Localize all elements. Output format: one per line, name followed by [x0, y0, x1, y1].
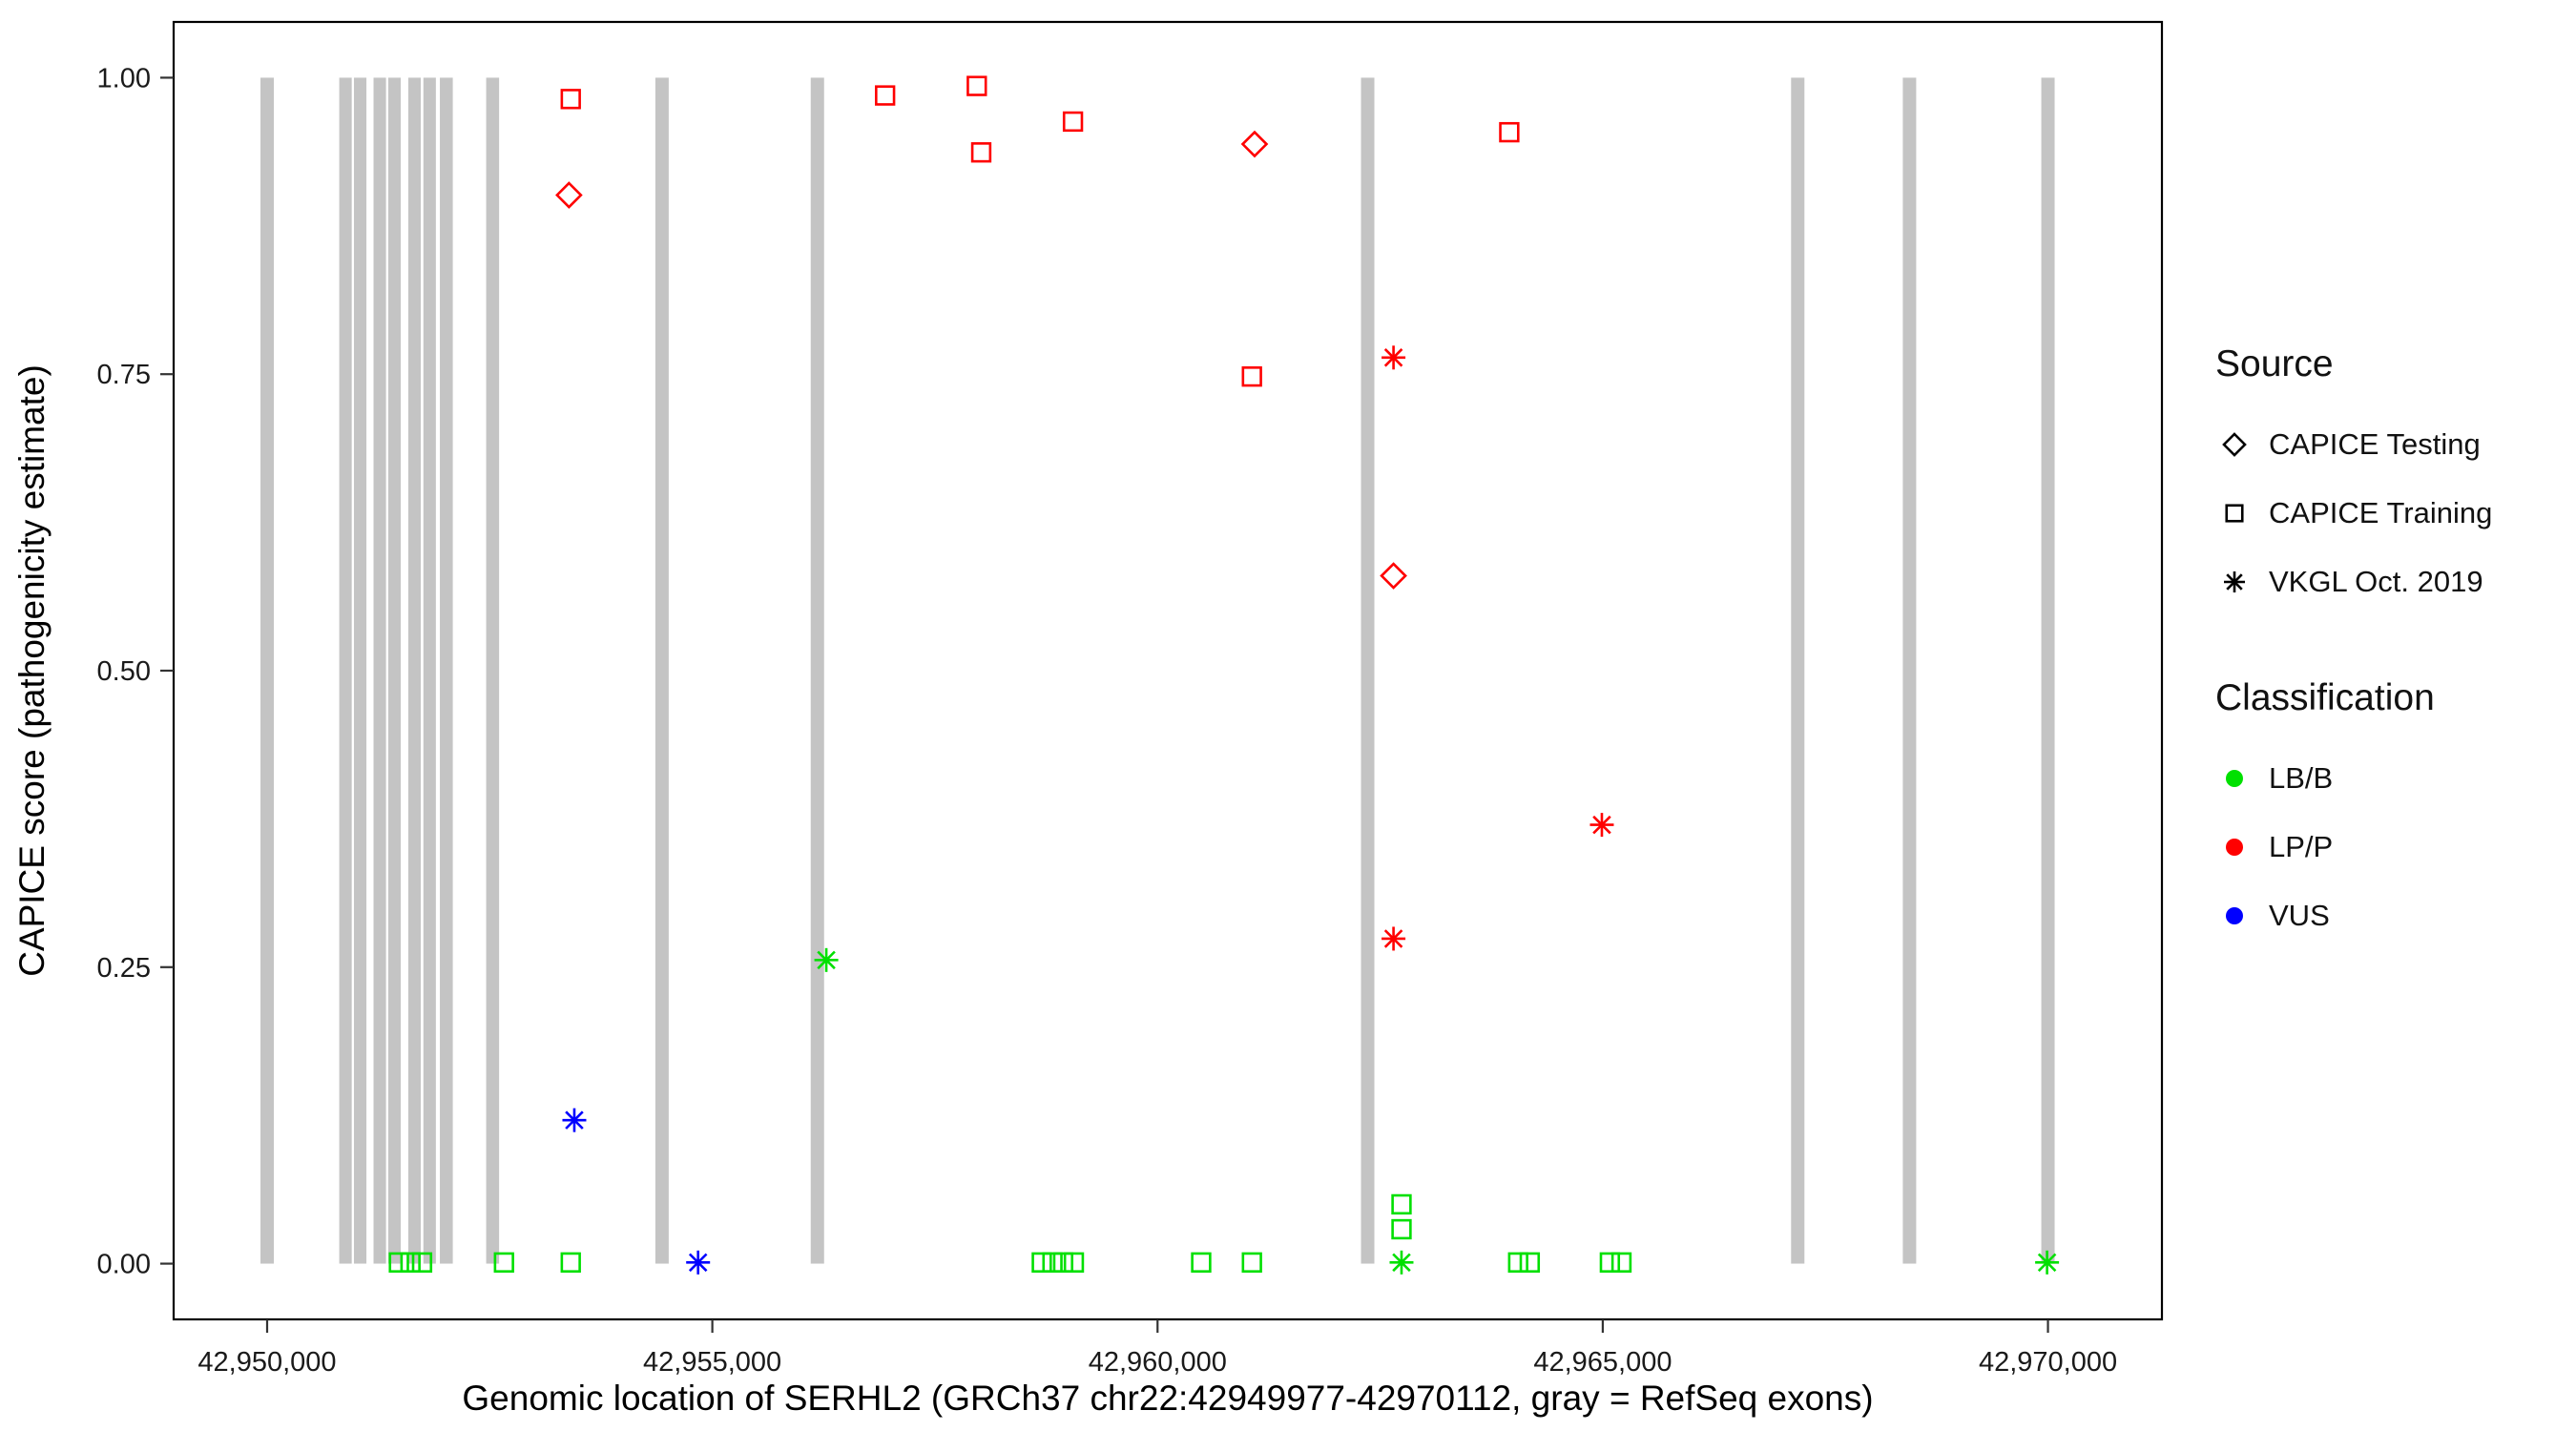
exon-bar — [387, 77, 401, 1264]
y-tick-label: 0.00 — [97, 1250, 151, 1280]
legend-group-classification: Classification LB/B LP/P VUS — [2215, 677, 2568, 950]
data-point — [966, 75, 987, 96]
exon-bar — [353, 77, 367, 1264]
square-marker-icon — [2225, 504, 2244, 523]
legend-item-vus: VUS — [2215, 881, 2568, 950]
x-tick-label: 42,960,000 — [1089, 1347, 1227, 1378]
data-point — [686, 1250, 711, 1275]
exon-bar — [1902, 77, 1917, 1264]
x-tick-label: 42,950,000 — [197, 1347, 336, 1378]
y-tick-label: 0.50 — [97, 656, 151, 687]
data-point — [1031, 1252, 1052, 1274]
data-point — [493, 1252, 514, 1274]
data-point — [1063, 1252, 1085, 1274]
legend-item-capice-training: CAPICE Training — [2215, 479, 2568, 548]
data-point — [1042, 1252, 1063, 1274]
data-point — [1241, 366, 1262, 387]
vus-dot-icon — [2226, 907, 2243, 924]
legend-source-title: Source — [2215, 343, 2334, 384]
exon-bar — [440, 77, 453, 1264]
legend-item-capice-testing: CAPICE Testing — [2215, 410, 2568, 479]
x-tick-label: 42,970,000 — [1979, 1347, 2117, 1378]
data-point — [875, 85, 896, 106]
data-point — [1381, 926, 1406, 951]
exon-bar — [2041, 77, 2055, 1264]
exon-bar — [407, 77, 421, 1264]
exon-bar — [654, 77, 669, 1264]
diamond-marker-icon — [2222, 432, 2247, 457]
legend-item-label: VUS — [2269, 899, 2330, 932]
exon-bar — [423, 77, 436, 1264]
data-point — [388, 1252, 409, 1274]
data-point — [1241, 1252, 1262, 1274]
data-point — [560, 1252, 581, 1274]
data-point — [411, 1252, 433, 1274]
asterisk-marker-icon — [2224, 571, 2245, 592]
data-point — [400, 1252, 421, 1274]
data-point — [1507, 1252, 1528, 1274]
data-point — [555, 181, 583, 209]
data-point — [1391, 1193, 1412, 1215]
data-point — [1191, 1252, 1212, 1274]
exon-bar — [373, 77, 386, 1264]
legend-item-label: VKGL Oct. 2019 — [2269, 565, 2483, 598]
exon-bar — [260, 77, 274, 1264]
x-tick-label: 42,955,000 — [643, 1347, 781, 1378]
data-point — [814, 947, 839, 972]
exon-bar — [810, 77, 824, 1264]
legend-item-label: LP/P — [2269, 830, 2334, 863]
legend-item-label: CAPICE Testing — [2269, 427, 2481, 461]
y-tick-label: 0.25 — [97, 953, 151, 984]
data-point — [1380, 562, 1407, 590]
x-tick-label: 42,965,000 — [1533, 1347, 1672, 1378]
lbb-dot-icon — [2226, 770, 2243, 787]
x-axis-title: Genomic location of SERHL2 (GRCh37 chr22… — [462, 1379, 1873, 1418]
data-point — [562, 1108, 587, 1132]
data-point — [560, 89, 581, 110]
exon-bar — [339, 77, 352, 1264]
data-point — [1052, 1252, 1074, 1274]
data-point — [1381, 345, 1406, 370]
legend-item-lpp: LP/P — [2215, 813, 2568, 881]
legend-item-vkgl: VKGL Oct. 2019 — [2215, 548, 2568, 616]
legend-group-source: Source CAPICE Testing CAPICE Training VK… — [2215, 343, 2568, 616]
exon-bar — [1361, 77, 1375, 1264]
data-point — [1391, 1218, 1412, 1240]
lpp-dot-icon — [2226, 839, 2243, 856]
exon-bar — [486, 77, 500, 1264]
legend: Source CAPICE Testing CAPICE Training VK… — [2215, 343, 2568, 1011]
data-point — [1499, 121, 1520, 143]
data-point — [1389, 1250, 1414, 1275]
data-point — [1610, 1252, 1632, 1274]
data-point — [1240, 130, 1269, 158]
legend-classification-title: Classification — [2215, 677, 2435, 718]
data-point — [1599, 1252, 1621, 1274]
y-axis-title: CAPICE score (pathogenicity estimate) — [12, 364, 52, 977]
legend-item-label: CAPICE Training — [2269, 496, 2493, 529]
data-point — [1589, 813, 1614, 838]
legend-item-label: LB/B — [2269, 761, 2334, 795]
panel-border — [172, 20, 2164, 1321]
legend-item-lbb: LB/B — [2215, 744, 2568, 813]
y-tick-label: 0.75 — [97, 360, 151, 390]
data-point — [1519, 1252, 1541, 1274]
y-tick-label: 1.00 — [97, 63, 151, 93]
data-point — [1062, 111, 1084, 133]
exon-bar — [1791, 77, 1805, 1264]
data-point — [2035, 1250, 2060, 1275]
data-point — [970, 142, 992, 163]
